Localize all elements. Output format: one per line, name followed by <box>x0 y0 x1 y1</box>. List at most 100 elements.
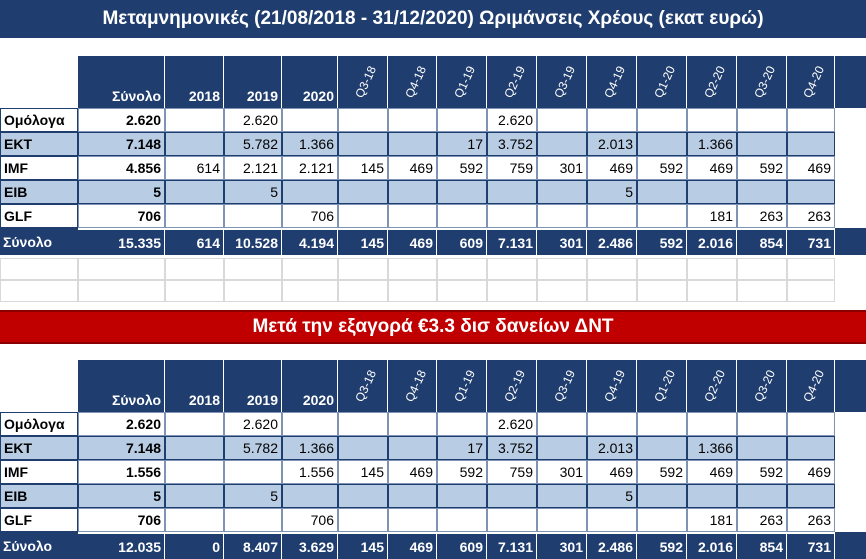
cell: 1.556 <box>282 460 338 484</box>
cell: 592 <box>737 460 787 484</box>
empty-cell <box>737 280 787 302</box>
cell: 469 <box>587 156 637 180</box>
empty-cell <box>737 258 787 280</box>
cell: 614 <box>165 156 224 180</box>
cell: 145 <box>338 460 388 484</box>
header-bg <box>78 56 866 108</box>
cell <box>437 180 487 204</box>
cell <box>787 412 835 436</box>
cell: 592 <box>737 156 787 180</box>
row-label: GLF <box>0 508 78 532</box>
total-cell: 2.486 <box>587 228 637 255</box>
header-divider <box>388 56 437 108</box>
total-cell: 4.194 <box>282 228 338 255</box>
total-cell: 2.016 <box>687 532 737 559</box>
cell <box>537 132 587 156</box>
header-divider <box>787 360 835 412</box>
cell: 592 <box>637 460 687 484</box>
row-label: EKT <box>0 436 78 460</box>
header-divider <box>487 360 537 412</box>
cell <box>165 180 224 204</box>
row-label: IMF <box>0 156 78 180</box>
total-cell: 469 <box>388 228 437 255</box>
cell: 263 <box>787 204 835 228</box>
cell <box>224 460 282 484</box>
empty-cell <box>388 258 437 280</box>
total-cell: 12.035 <box>78 532 165 559</box>
total-cell: 592 <box>637 532 687 559</box>
cell <box>787 180 835 204</box>
cell <box>637 132 687 156</box>
cell: 469 <box>388 460 437 484</box>
total-cell: 145 <box>338 532 388 559</box>
cell: 145 <box>338 156 388 180</box>
header-divider <box>388 360 437 412</box>
total-cell: 15.335 <box>78 228 165 255</box>
cell: 4.856 <box>78 156 165 180</box>
empty-cell <box>224 280 282 302</box>
total-cell: 854 <box>737 532 787 559</box>
cell <box>537 436 587 460</box>
empty-cell <box>437 280 487 302</box>
empty-cell <box>587 280 637 302</box>
cell <box>487 508 537 532</box>
header-divider <box>787 56 835 108</box>
empty-cell <box>224 258 282 280</box>
row-label: EKT <box>0 132 78 156</box>
cell <box>338 204 388 228</box>
header-divider <box>637 56 687 108</box>
cell <box>282 412 338 436</box>
total-cell: 301 <box>537 228 587 255</box>
cell <box>487 180 537 204</box>
cell <box>224 204 282 228</box>
total-cell: 0 <box>165 532 224 559</box>
row-label: Ομόλογα <box>0 412 78 436</box>
cell: 592 <box>437 156 487 180</box>
header-divider <box>437 56 487 108</box>
cell <box>537 108 587 132</box>
column-header: 2020 <box>282 56 338 108</box>
empty-cell <box>687 258 737 280</box>
cell: 1.366 <box>282 132 338 156</box>
cell: 5 <box>78 180 165 204</box>
total-cell: 854 <box>737 228 787 255</box>
cell: 181 <box>687 508 737 532</box>
cell: 1.366 <box>687 436 737 460</box>
cell: 2.620 <box>78 412 165 436</box>
total-cell: 614 <box>165 228 224 255</box>
row-label: EIB <box>0 484 78 508</box>
total-bg <box>0 228 866 255</box>
empty-cell <box>687 280 737 302</box>
cell <box>165 484 224 508</box>
column-header: Σύνολο <box>78 56 165 108</box>
cell: 2.620 <box>224 108 282 132</box>
total-cell: 731 <box>787 532 835 559</box>
cell <box>737 180 787 204</box>
cell <box>537 204 587 228</box>
cell <box>787 108 835 132</box>
cell <box>587 508 637 532</box>
empty-cell <box>637 258 687 280</box>
cell <box>737 436 787 460</box>
empty-cell <box>165 280 224 302</box>
cell: 2.620 <box>487 412 537 436</box>
cell <box>338 484 388 508</box>
total-cell: 3.629 <box>282 532 338 559</box>
empty-cell <box>637 280 687 302</box>
cell <box>437 108 487 132</box>
cell: 469 <box>787 460 835 484</box>
cell: 2.013 <box>587 132 637 156</box>
cell: 2.013 <box>587 436 637 460</box>
cell: 759 <box>487 156 537 180</box>
cell: 592 <box>437 460 487 484</box>
total-bg <box>0 532 866 559</box>
section-banner: Μετά την εξαγορά €3.3 δισ δανείων ΔΝΤ <box>0 310 866 344</box>
cell <box>165 108 224 132</box>
cell <box>388 484 437 508</box>
cell <box>637 108 687 132</box>
header-divider <box>338 360 388 412</box>
header-divider <box>338 56 388 108</box>
cell: 301 <box>537 460 587 484</box>
cell: 706 <box>78 508 165 532</box>
